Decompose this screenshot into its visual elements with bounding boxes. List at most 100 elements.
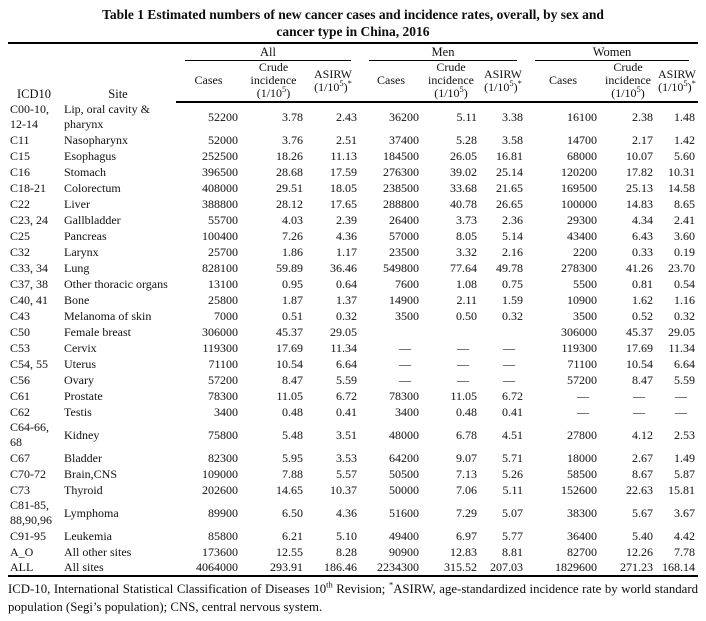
- icd10-cell: A_O: [10, 544, 34, 559]
- value-cell: 0.75: [502, 276, 523, 291]
- value-cell: 0.41: [502, 404, 523, 419]
- value-cell: 1.48: [674, 110, 695, 124]
- value-cell: 21.65: [496, 180, 523, 195]
- icd10-cell: C53: [10, 340, 31, 355]
- value-cell: 89900: [208, 505, 238, 520]
- footnote-text: Revision;: [332, 582, 389, 596]
- value-cell: 168.14: [656, 560, 698, 577]
- site-cell: Bladder: [64, 450, 102, 465]
- footnote: ICD-10, International Statistical Classi…: [0, 577, 706, 616]
- value-cell: 173600: [202, 544, 238, 559]
- value-cell: 2.53: [674, 427, 695, 442]
- value-cell: 4.36: [336, 505, 357, 520]
- value-cell: 6.72: [502, 388, 523, 403]
- value-cell: 1.16: [674, 292, 695, 307]
- value-cell: 8.81: [502, 544, 523, 559]
- crude-unit: (1/105): [434, 84, 468, 100]
- site-cell: Testis: [64, 404, 92, 419]
- value-cell: 4.03: [282, 212, 303, 227]
- cancer-incidence-table: ICD10 Site All Men Women Cases Crude inc…: [8, 42, 698, 577]
- value-cell: 2.17: [632, 132, 653, 147]
- value-cell: 1.87: [282, 292, 303, 307]
- table-row: C81-85, 88,90,96 Lymphoma 89900 6.50 4.36 516…: [8, 498, 698, 528]
- value-cell: 0.51: [282, 308, 303, 323]
- value-cell: 10.54: [276, 356, 303, 371]
- value-cell: 396500: [202, 164, 238, 179]
- value-cell: 11.05: [450, 388, 477, 403]
- value-cell: 306000: [561, 324, 597, 339]
- crude-unit: (1/105): [611, 84, 645, 100]
- value-cell: —: [577, 388, 589, 403]
- value-cell: 238500: [383, 180, 419, 195]
- icd10-cell: C16: [10, 164, 31, 179]
- value-cell: 49.78: [496, 260, 523, 275]
- value-cell: 186.46: [306, 560, 360, 577]
- value-cell: 6.64: [674, 356, 695, 371]
- value-cell: 3.78: [282, 110, 303, 124]
- site-cell: Female breast: [64, 324, 131, 339]
- value-cell: 22.63: [626, 482, 653, 497]
- asirw-unit: (1/105)*: [314, 77, 352, 94]
- value-cell: 6.78: [456, 427, 477, 442]
- value-cell: 16100: [567, 110, 597, 124]
- value-cell: 10.07: [626, 148, 653, 163]
- value-cell: 2200: [573, 244, 597, 259]
- value-cell: 17.82: [626, 164, 653, 179]
- value-cell: 2.11: [456, 292, 477, 307]
- icd10-cell: C56: [10, 372, 31, 387]
- value-cell: 4.42: [674, 528, 695, 543]
- value-cell: 29.05: [668, 324, 695, 339]
- value-cell: 5.57: [336, 466, 357, 481]
- value-cell: 252500: [202, 148, 238, 163]
- value-cell: 11.34: [668, 340, 695, 355]
- value-cell: 5.59: [674, 372, 695, 387]
- value-cell: 0.50: [456, 308, 477, 323]
- value-cell: 52000: [208, 132, 238, 147]
- value-cell: 78300: [389, 388, 419, 403]
- value-cell: 5.07: [502, 505, 523, 520]
- value-cell: 3.58: [502, 132, 523, 147]
- asirw-unit: (1/105)*: [658, 77, 696, 94]
- table-row: C18-21 Colorectum 408000 29.51 18.05 238500 33…: [8, 180, 698, 196]
- value-cell: 90900: [389, 544, 419, 559]
- value-cell: 2.16: [502, 244, 523, 259]
- value-cell: 293.91: [241, 560, 306, 577]
- value-cell: 0.32: [674, 308, 695, 323]
- asirw-label: ASIRW: [483, 66, 522, 81]
- value-cell: 25.13: [626, 180, 653, 195]
- value-cell: 549800: [383, 260, 419, 275]
- value-cell: 3500: [395, 308, 419, 323]
- value-cell: 75800: [208, 427, 238, 442]
- value-cell: 43400: [567, 228, 597, 243]
- value-cell: —: [675, 404, 687, 419]
- header-all-crude-incidence: Crude incidence (1/105): [241, 61, 306, 103]
- table-row: C70-72 Brain,CNS 109000 7.88 5.57 50500 7.13 5.…: [8, 466, 698, 482]
- value-cell: 3.38: [502, 110, 523, 124]
- value-cell: 14.58: [668, 180, 695, 195]
- table-row: C67 Bladder 82300 5.95 3.53 64200 9.07 5.71 1800…: [8, 450, 698, 466]
- value-cell: 17.69: [276, 340, 303, 355]
- site-cell: Leukemia: [64, 528, 112, 543]
- header-women-cases: Cases: [526, 61, 600, 103]
- value-cell: 4.36: [336, 228, 357, 243]
- value-cell: 12.83: [450, 544, 477, 559]
- value-cell: 408000: [202, 180, 238, 195]
- value-cell: 276300: [383, 164, 419, 179]
- value-cell: 25700: [208, 244, 238, 259]
- value-cell: 38300: [567, 505, 597, 520]
- value-cell: 100400: [202, 228, 238, 243]
- asirw-label: ASIRW: [313, 66, 352, 81]
- value-cell: 1.37: [336, 292, 357, 307]
- table-body: C00-10, 12-14 Lip, oral cavity & pharynx 5…: [8, 102, 698, 577]
- value-cell: 5.11: [502, 482, 523, 497]
- value-cell: 39.02: [450, 164, 477, 179]
- value-cell: 45.37: [276, 324, 303, 339]
- value-cell: 14.83: [626, 196, 653, 211]
- header-women-crude-incidence: Crude incidence (1/105): [600, 61, 656, 103]
- icd10-cell: C70-72: [10, 466, 46, 481]
- value-cell: 207.03: [480, 560, 526, 577]
- icd10-cell: C50: [10, 324, 31, 339]
- icd10-cell: C40, 41: [10, 292, 49, 307]
- value-cell: 7.06: [456, 482, 477, 497]
